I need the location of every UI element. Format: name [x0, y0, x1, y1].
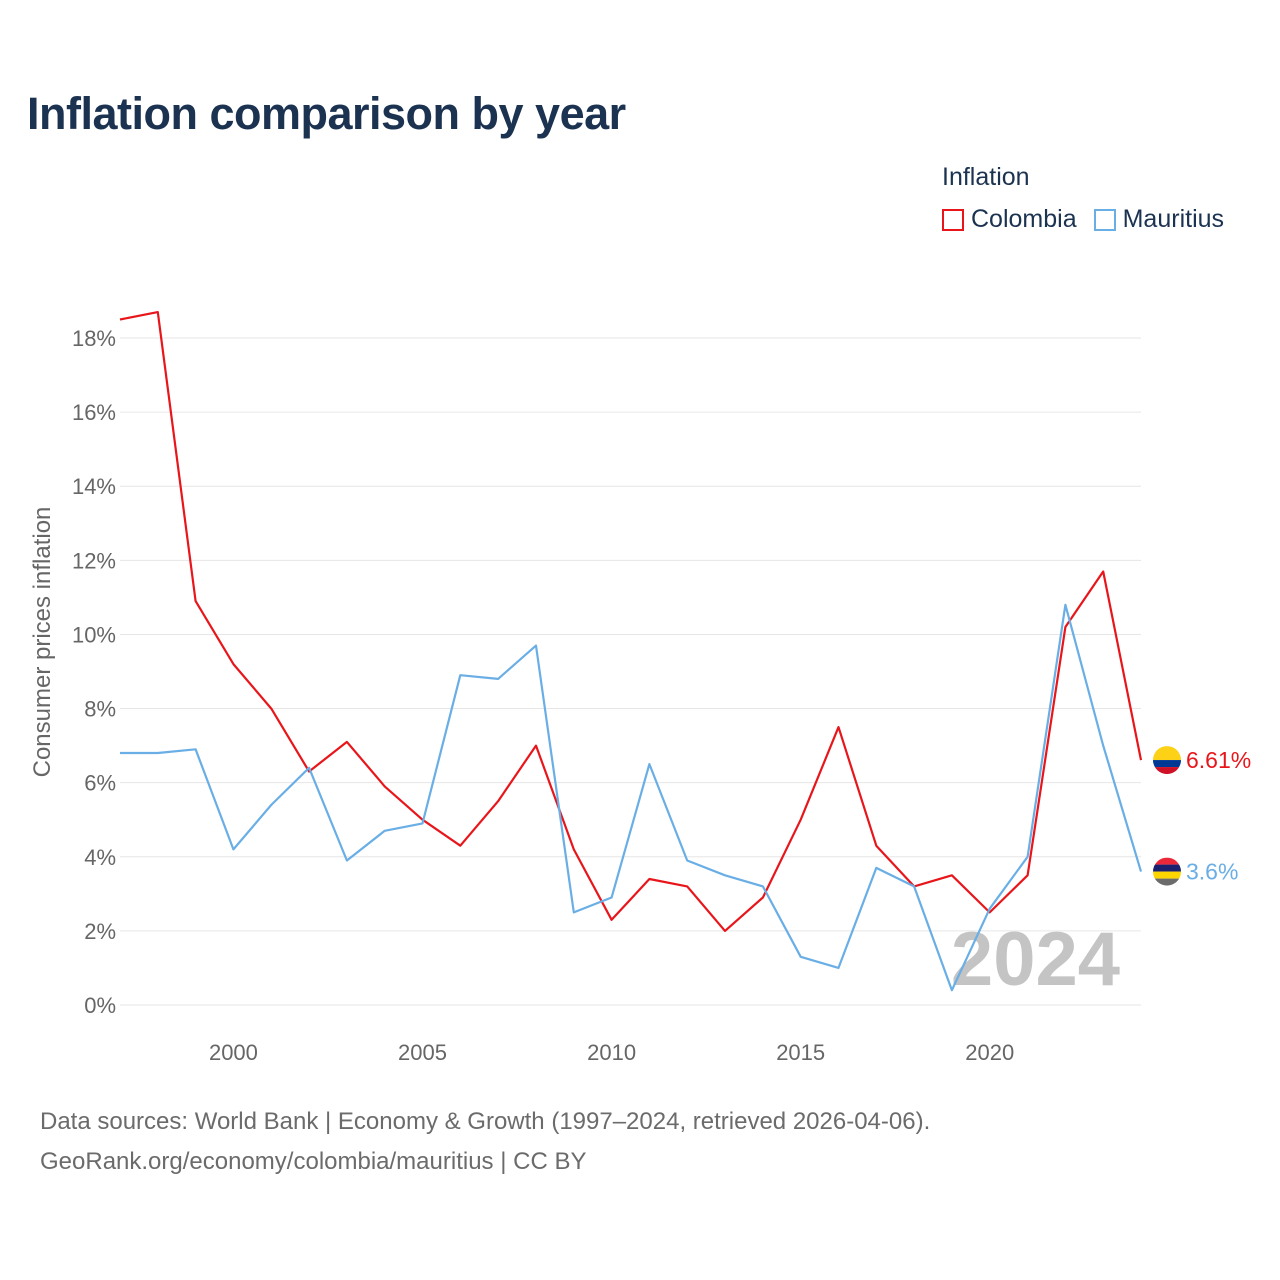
legend-item-mauritius[interactable]: Mauritius — [1093, 205, 1225, 234]
x-tick-label: 2005 — [398, 1040, 447, 1065]
y-tick-label: 18% — [72, 326, 116, 351]
series-line-mauritius[interactable] — [120, 603, 1143, 992]
legend-label-colombia: Colombia — [971, 205, 1077, 233]
legend-label-mauritius: Mauritius — [1122, 205, 1225, 233]
y-tick-label: 4% — [84, 845, 116, 870]
end-value-label-mauritius: 3.6% — [1186, 859, 1238, 885]
x-tick-label: 2010 — [587, 1040, 636, 1065]
y-tick-label: 6% — [84, 771, 116, 796]
year-watermark: 2024 — [951, 917, 1120, 1002]
y-tick-label: 8% — [84, 697, 116, 722]
legend-title: Inflation — [942, 163, 1030, 191]
y-tick-label: 0% — [84, 993, 116, 1018]
end-value-label-colombia: 6.61% — [1186, 747, 1251, 773]
y-tick-label: 12% — [72, 548, 116, 573]
y-tick-label: 10% — [72, 622, 116, 647]
y-tick-label: 14% — [72, 474, 116, 499]
series-line-colombia[interactable] — [119, 311, 1143, 933]
y-axis-label: Consumer prices inflation — [29, 507, 56, 778]
flag-icon-mauritius — [1153, 857, 1181, 886]
x-tick-label: 2000 — [209, 1040, 258, 1065]
flag-icon-colombia — [1153, 746, 1181, 775]
legend-swatch-mauritius — [1093, 208, 1116, 231]
footer-url[interactable]: GeoRank.org/economy/colombia/mauritius |… — [40, 1148, 587, 1175]
y-tick-label: 16% — [72, 400, 116, 425]
x-tick-label: 2015 — [776, 1040, 825, 1065]
legend-swatch-colombia — [942, 208, 964, 231]
x-tick-label: 2020 — [965, 1040, 1014, 1065]
footer-source: Data sources: World Bank | Economy & Gro… — [40, 1108, 931, 1135]
chart-title: Inflation comparison by year — [27, 88, 626, 139]
y-tick-label: 2% — [84, 919, 116, 944]
legend: Colombia Mauritius — [942, 205, 1241, 234]
legend-item-colombia[interactable]: Colombia — [942, 205, 1077, 234]
